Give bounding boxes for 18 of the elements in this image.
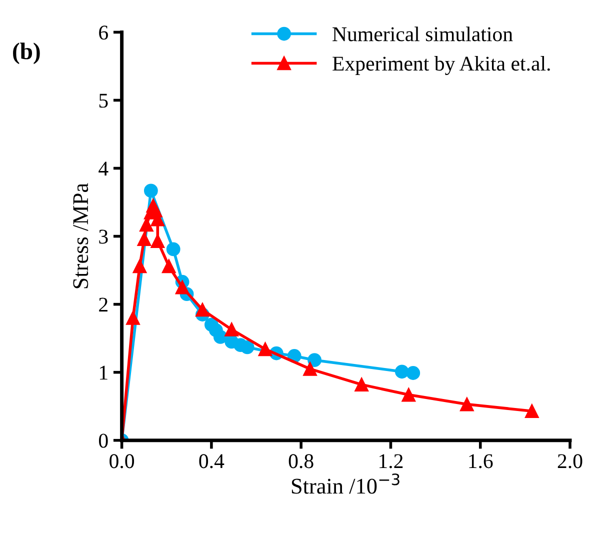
text: (b) (13, 42, 40, 64)
legend-label: Experiment by Akita et.al. (332, 56, 550, 75)
x-tick-label: 2.0 (558, 454, 582, 468)
y-tick-label: 6 (99, 26, 108, 40)
y-tick-label: 0 (98, 434, 108, 448)
x-tick-label: 0.4 (199, 454, 224, 468)
y-tick-label: 1 (100, 366, 108, 380)
legend-label: Numerical simulation (332, 26, 513, 42)
y-tick-label: 2 (99, 298, 108, 312)
x-tick-label: 1.2 (380, 454, 403, 468)
y-tick-label: 5 (99, 94, 108, 108)
y-tick-label: 4 (98, 162, 108, 176)
y-tick-label: 3 (99, 230, 108, 244)
x-tick-label: 0.8 (288, 454, 314, 468)
x-tick-label: 0.0 (110, 454, 134, 468)
x-tick-label: 1.6 (469, 454, 493, 468)
x-axis-title: Strain /10$^{−3}$ (292, 473, 400, 494)
y-axis-title: Stress /MPa (73, 183, 88, 288)
